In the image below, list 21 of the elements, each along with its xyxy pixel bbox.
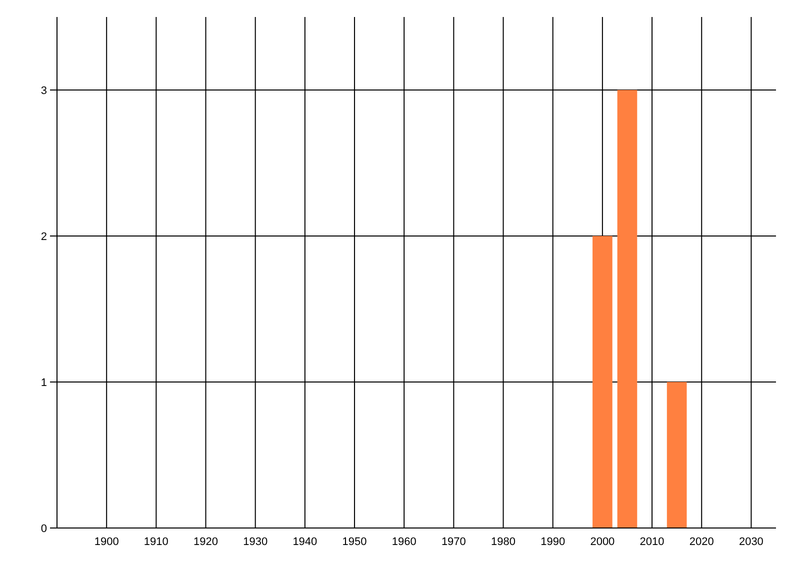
x-tick-label: 1950 (342, 536, 367, 548)
x-tick-label: 1980 (491, 536, 516, 548)
y-tick-label: 1 (40, 376, 47, 389)
x-tick-label: 2010 (640, 536, 664, 548)
y-tick-label: 3 (40, 84, 47, 97)
x-tick-label: 1970 (441, 536, 466, 548)
y-tick-label: 2 (40, 230, 47, 243)
x-tick-label: 1960 (392, 536, 416, 548)
y-tick-label: 0 (40, 522, 47, 535)
bar (666, 382, 687, 528)
x-tick-label: 1900 (94, 536, 119, 548)
x-tick-label: 2020 (689, 536, 714, 548)
bar (617, 90, 638, 528)
x-tick-label: 1920 (194, 536, 218, 548)
x-tick-label: 1990 (540, 536, 566, 548)
bar (592, 236, 612, 528)
x-tick-label: 2000 (590, 536, 615, 548)
x-tick-label: 2030 (738, 536, 764, 548)
x-tick-label: 1930 (243, 536, 268, 548)
x-tick-label: 1940 (292, 536, 318, 548)
x-tick-label: 1910 (144, 536, 168, 548)
